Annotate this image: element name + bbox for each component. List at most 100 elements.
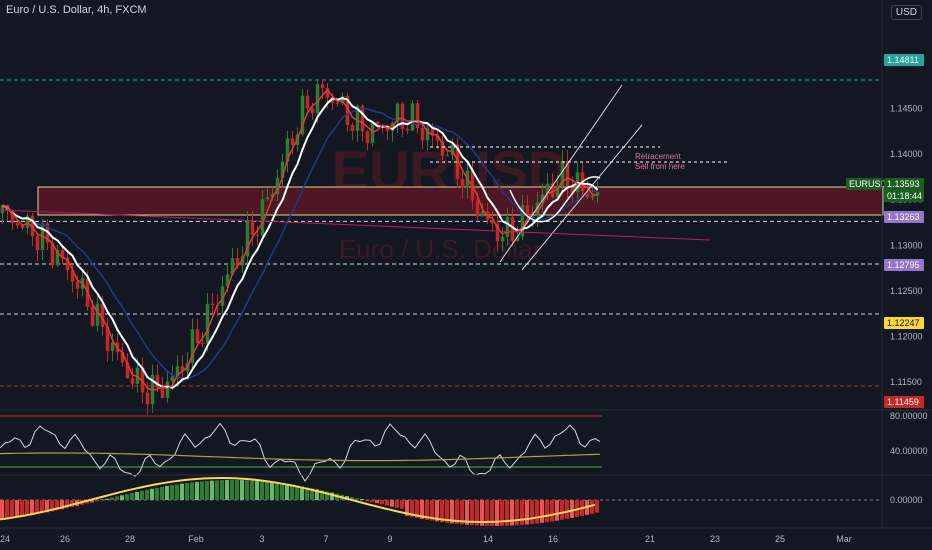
macd-line[interactable] (0, 477, 596, 523)
price-label-bg (884, 190, 924, 202)
macd-bar (195, 481, 199, 500)
candle-body (510, 217, 515, 241)
price-tick: 1.11500 (890, 377, 922, 387)
time-tick: 25 (775, 534, 785, 544)
candle-body (125, 362, 130, 379)
candle-body (375, 121, 380, 126)
rsi-ma-line[interactable] (0, 452, 601, 462)
candle-body (590, 195, 595, 198)
supply-zone[interactable] (37, 186, 884, 216)
rsi-tick: 80.00000 (890, 411, 928, 421)
price-tick: 1.13000 (890, 240, 923, 250)
price-label: EURUSD (849, 179, 888, 189)
macd-bar (370, 500, 374, 502)
macd-bar (570, 500, 574, 518)
rsi-tick: 40.00000 (890, 446, 928, 456)
candle-body (70, 270, 75, 282)
candle-body (460, 178, 465, 188)
time-tick: 16 (548, 534, 558, 544)
annotation-retracement: Retracement (635, 152, 682, 161)
candle-body (220, 286, 225, 306)
candle-body (65, 257, 70, 271)
candle-body (480, 211, 485, 217)
macd-bar (480, 500, 484, 526)
channel-lower[interactable] (521, 124, 643, 271)
macd-bar (140, 490, 144, 500)
candle-body (325, 87, 330, 98)
macd-bar (160, 486, 164, 500)
currency-button[interactable]: USD (890, 5, 922, 20)
price-label: 1.14811 (887, 55, 919, 65)
macd-bar (275, 482, 279, 500)
price-label-bg (846, 178, 882, 190)
candle-body (305, 95, 310, 109)
macd-bar (435, 500, 439, 522)
macd-bar (165, 485, 169, 500)
candle-body (300, 95, 305, 135)
macd-bar (225, 480, 229, 500)
candle-body (475, 200, 480, 217)
macd-bar (525, 500, 529, 525)
candle-body (315, 84, 320, 114)
macd-bar (390, 500, 394, 507)
channel-upper[interactable] (499, 84, 623, 263)
candle-body (55, 249, 60, 266)
candle-body (570, 187, 575, 192)
macd-bar (375, 500, 379, 504)
candle-body (20, 225, 25, 228)
macd-bar (355, 498, 359, 500)
candle-body (105, 326, 110, 352)
macd-bar (560, 500, 564, 520)
candle-body (335, 102, 340, 104)
candle-body (130, 378, 135, 384)
horizontal-levels (0, 79, 882, 387)
retracement-curve[interactable] (509, 176, 601, 223)
candle-body (50, 242, 55, 266)
macd-bar (30, 500, 34, 515)
macd-bar (265, 481, 269, 500)
macd-bar (40, 500, 44, 514)
macd-bar (305, 487, 309, 500)
candle-body (395, 103, 400, 123)
macd-bar (175, 484, 179, 500)
candle-body (310, 108, 315, 114)
candle-body (410, 103, 415, 131)
macd-bar (35, 500, 39, 515)
trendline-pink[interactable] (0, 209, 711, 241)
price-tick: 1.12000 (890, 332, 923, 342)
candle-body (140, 367, 145, 393)
time-tick: 28 (125, 534, 135, 544)
candle-body (450, 144, 455, 156)
candle-body (415, 103, 420, 129)
candle-body (95, 303, 100, 326)
candle-body (435, 135, 440, 141)
macd-bar (415, 500, 419, 518)
candle-body (200, 342, 205, 344)
macd-bar (115, 496, 119, 500)
ma-white (1, 96, 599, 389)
candle-body (530, 216, 535, 218)
macd-bar (450, 500, 454, 524)
candle-body (505, 217, 510, 237)
ma-slow (2, 107, 598, 380)
macd-bar (515, 500, 519, 526)
macd-bar (190, 482, 194, 500)
price-label: 1.12247 (887, 318, 920, 328)
price-axis: 1.150001.145001.140001.135001.130001.125… (846, 54, 924, 408)
candle-body (230, 258, 235, 275)
macd-bar (310, 488, 314, 500)
macd-bar (15, 500, 19, 518)
moving-averages (1, 88, 599, 392)
ma-fast (2, 88, 598, 392)
rsi-line[interactable] (0, 422, 601, 482)
candle-body (455, 144, 460, 179)
candle-body (515, 236, 520, 241)
macd-bar (60, 500, 64, 510)
macd-bar (20, 500, 24, 517)
time-tick: Mar (836, 534, 852, 544)
macd-bar (70, 500, 74, 508)
candle-body (355, 105, 360, 131)
macd-bar (120, 495, 124, 500)
macd-bar (365, 500, 369, 501)
